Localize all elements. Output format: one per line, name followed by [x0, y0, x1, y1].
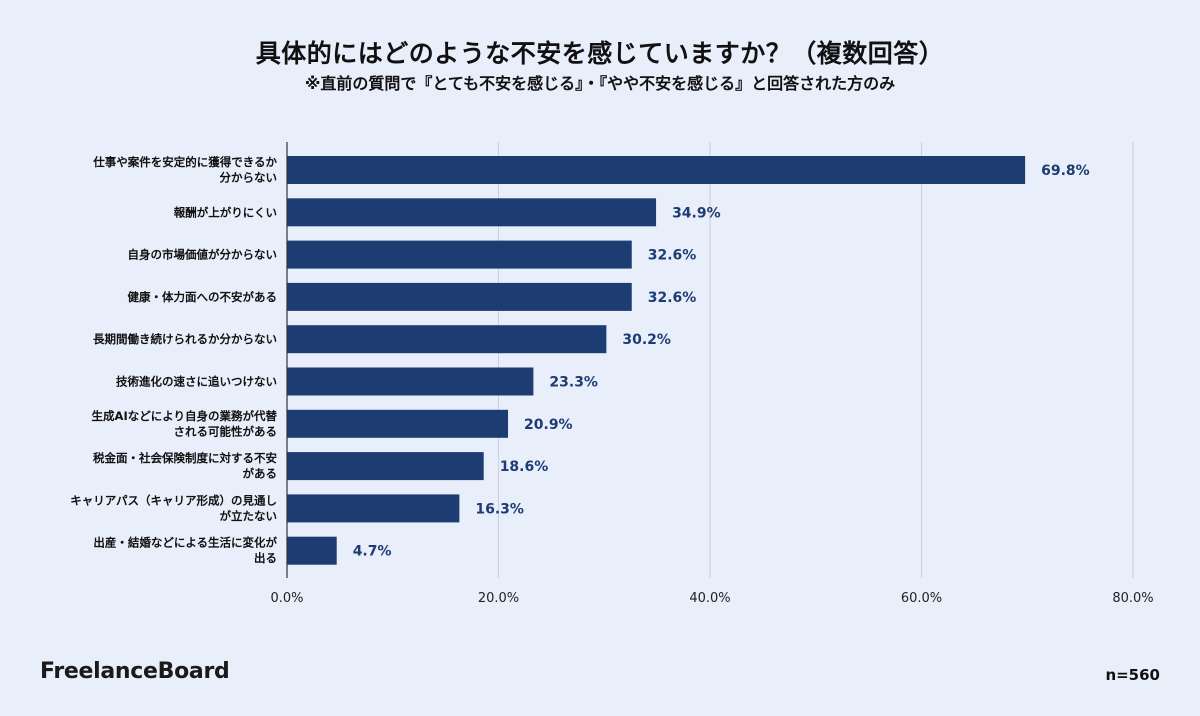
- bar-value-label: 16.3%: [475, 501, 524, 517]
- category-label: 仕事や案件を安定的に獲得できるか: [92, 155, 277, 169]
- bar: [287, 452, 484, 481]
- category-label: 出る: [254, 551, 277, 565]
- category-label: がある: [243, 467, 278, 481]
- bar-value-label: 34.9%: [672, 205, 721, 221]
- x-tick-label: 60.0%: [901, 591, 942, 606]
- bar-value-label: 18.6%: [500, 459, 549, 475]
- bar: [287, 325, 607, 354]
- category-label: 長期間働き続けられるか分からない: [93, 332, 277, 346]
- bar-value-label: 69.8%: [1041, 163, 1090, 179]
- bar-value-label: 4.7%: [353, 544, 392, 560]
- category-label: 生成AIなどにより自身の業務が代替: [92, 409, 278, 423]
- bar: [287, 240, 632, 269]
- category-label: 分からない: [220, 171, 278, 185]
- bar-value-label: 20.9%: [524, 417, 573, 433]
- bar: [287, 282, 632, 311]
- category-label: される可能性がある: [174, 424, 278, 438]
- bar: [287, 494, 460, 523]
- chart-subtitle: ※直前の質問で『とても不安を感じる』・『やや不安を感じる』と回答された方のみ: [304, 74, 896, 93]
- chart-title: 具体的にはどのような不安を感じていますか？（複数回答）: [255, 39, 945, 68]
- x-tick-label: 20.0%: [478, 591, 519, 606]
- category-label: キャリアパス（キャリア形成）の見通し: [70, 493, 277, 507]
- bar-value-label: 32.6%: [648, 290, 697, 306]
- brand-logo: FreelanceBoard: [40, 659, 230, 684]
- bar-value-label: 30.2%: [622, 332, 671, 348]
- bar-value-label: 23.3%: [549, 375, 598, 391]
- category-label: 自身の市場価値が分からない: [128, 248, 278, 262]
- category-label: 出産・結婚などによる生活に変化が: [93, 536, 277, 550]
- sample-size-label: n=560: [1105, 666, 1160, 684]
- bar: [287, 409, 509, 438]
- category-label: 報酬が上がりにくい: [174, 205, 277, 219]
- x-tick-label: 0.0%: [270, 591, 303, 606]
- category-label: 健康・体力面への不安がある: [128, 290, 278, 304]
- category-label: 技術進化の速さに追いつけない: [116, 375, 277, 389]
- category-label: が立たない: [220, 509, 278, 523]
- bar: [287, 367, 534, 396]
- bar: [287, 536, 337, 565]
- category-label: 税金面・社会保険制度に対する不安: [93, 451, 277, 465]
- bar: [287, 198, 657, 227]
- bar: [287, 156, 1026, 184]
- bar-value-label: 32.6%: [648, 248, 697, 264]
- x-tick-label: 40.0%: [689, 591, 730, 606]
- x-tick-label: 80.0%: [1112, 591, 1153, 606]
